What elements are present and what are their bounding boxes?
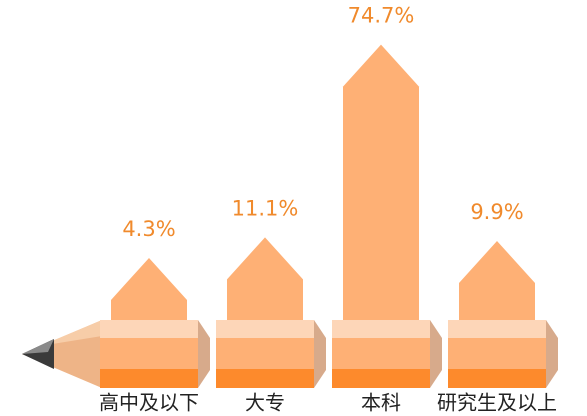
pencil-segment-bottom [332, 369, 430, 388]
bar [459, 241, 535, 320]
pencil-segment-bottom [216, 369, 314, 388]
x-tick-label: 本科 [361, 391, 401, 415]
pencil-segment-cap [198, 320, 210, 388]
value-label: 9.9% [470, 200, 523, 224]
pencil-segment-top [448, 320, 546, 338]
pencil-segment-cap [314, 320, 326, 388]
x-tick-label: 高中及以下 [99, 391, 199, 415]
pencil-segment-cap [546, 320, 558, 388]
pencil-segment-bottom [448, 369, 546, 388]
pencil-segment-top [216, 320, 314, 338]
value-label: 4.3% [122, 217, 175, 241]
pencil-segment-bottom [100, 369, 198, 388]
pencil-tip [22, 320, 102, 388]
bar [227, 237, 303, 320]
x-tick-label: 大专 [245, 391, 285, 415]
pencil-segment-mid [448, 338, 546, 369]
bar [111, 257, 187, 320]
value-label: 74.7% [348, 4, 415, 28]
pencil-segment-top [100, 320, 198, 338]
bar [343, 44, 419, 321]
pencil-segment-mid [216, 338, 314, 369]
x-tick-label: 研究生及以上 [437, 391, 557, 415]
pencil-segment-top [332, 320, 430, 338]
pencil-segment-cap [430, 320, 442, 388]
pencil-segment-mid [332, 338, 430, 369]
pencil-segment-mid [100, 338, 198, 369]
value-label: 11.1% [232, 196, 299, 220]
